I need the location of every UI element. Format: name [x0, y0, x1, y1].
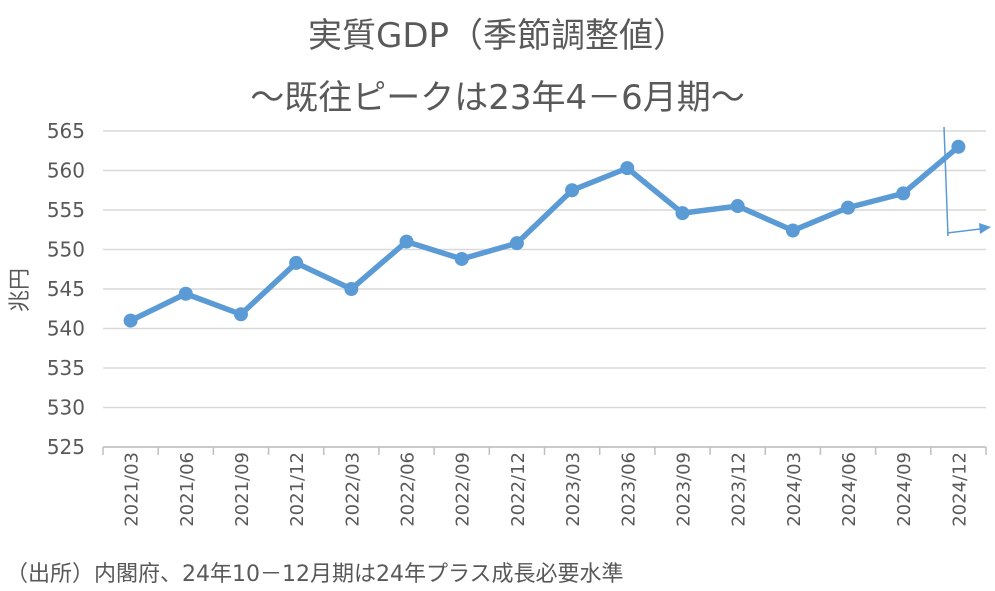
- y-tick-label: 540: [47, 317, 85, 341]
- x-axis-ticks: 2021/03 2021/06 2021/09 2021/12 2022/03 2022/…: [102, 446, 987, 527]
- x-tick-label: 2023/09: [673, 452, 694, 527]
- data-point: [399, 234, 414, 249]
- data-point: [785, 223, 800, 238]
- annotation-line: [943, 126, 949, 237]
- y-tick-label: 525: [47, 435, 85, 459]
- x-tick-label: 2024/06: [839, 452, 860, 527]
- gridlines: [103, 130, 986, 448]
- data-point: [730, 199, 745, 214]
- series-layer: [123, 139, 966, 328]
- data-point: [233, 307, 248, 322]
- annotation-layer: [943, 126, 991, 237]
- data-point: [951, 139, 966, 154]
- x-tick-label: 2021/12: [287, 452, 308, 527]
- x-tick-label: 2021/06: [177, 452, 198, 527]
- y-tick-label: 560: [47, 159, 85, 183]
- y-axis-label: 兆円: [8, 268, 33, 312]
- y-tick-label: 555: [47, 198, 85, 222]
- y-tick-label: 535: [47, 356, 85, 380]
- series-line: [127, 144, 962, 324]
- data-point: [896, 186, 911, 201]
- data-point: [509, 236, 524, 251]
- x-tick-label: 2022/09: [453, 452, 474, 527]
- data-point: [841, 200, 856, 215]
- x-tick-label: 2022/12: [508, 452, 529, 527]
- data-point: [344, 282, 359, 296]
- x-tick-label: 2021/09: [232, 452, 253, 527]
- x-tick-label: 2022/06: [398, 452, 419, 527]
- x-tick-label: 2024/12: [949, 452, 970, 527]
- data-point: [289, 255, 304, 270]
- x-tick-label: 2024/09: [894, 452, 915, 527]
- annotation-arrowhead: [979, 223, 991, 234]
- y-tick-label: 565: [47, 119, 85, 143]
- data-point: [454, 251, 469, 266]
- data-point: [675, 206, 690, 221]
- data-point: [178, 286, 193, 301]
- x-tick-label: 2022/03: [342, 452, 363, 527]
- annotation-arrow-shaft: [946, 228, 981, 234]
- x-tick-label: 2023/06: [618, 452, 639, 527]
- x-tick-label: 2023/12: [729, 452, 750, 527]
- source-note: （出所）内閣府、24年10－12月期は24年プラス成長必要水準: [6, 562, 624, 587]
- y-tick-label: 545: [47, 277, 85, 301]
- x-tick-label: 2023/03: [563, 452, 584, 527]
- data-point: [620, 161, 635, 176]
- y-axis-ticks: 565 560 555 550 545 540 535 530 525: [47, 119, 85, 459]
- chart-subtitle: ～既往ピークは23年4－6月期～: [250, 78, 745, 118]
- x-tick-label: 2024/03: [784, 452, 805, 527]
- y-tick-label: 530: [47, 396, 85, 420]
- y-tick-label: 550: [47, 238, 85, 262]
- data-point: [565, 183, 580, 198]
- x-tick-label: 2021/03: [122, 452, 143, 527]
- chart-title: 実質GDP（季節調整値）: [307, 16, 688, 56]
- data-point: [123, 313, 138, 328]
